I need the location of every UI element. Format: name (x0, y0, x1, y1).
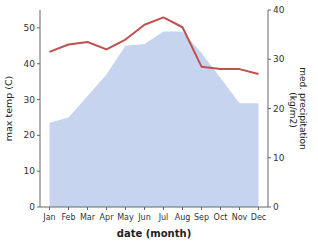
y2-tick-label: 20 (273, 104, 285, 114)
y-tick-label: 50 (24, 23, 36, 33)
y-axis-label: max temp (C) (3, 76, 14, 142)
y-tick (37, 171, 40, 172)
chart: 0 10 20 30 40 50 0 10 20 30 40 Jan Feb Mar AprMayJun Ju… (0, 0, 318, 247)
x-tick (163, 207, 164, 210)
x-tick-label: Oct (214, 213, 228, 222)
y-tick-label: 20 (24, 130, 36, 140)
y2-axis-label: med. precipitation (kg/m2) (288, 67, 308, 149)
x-tick-label: Apr (100, 213, 115, 222)
y2-tick-label: 0 (273, 202, 279, 212)
x-tick-label: Jan (42, 213, 55, 222)
x-tick-label: Jun (137, 213, 151, 222)
plot-area (50, 17, 259, 207)
line (50, 17, 259, 74)
x-tick-label: Jul (158, 213, 169, 222)
y-tick (37, 135, 40, 136)
y-tick (37, 207, 40, 208)
y-tick-label: 0 (29, 202, 35, 212)
x-tick (201, 207, 202, 210)
x-tick (87, 207, 88, 210)
x-tick (182, 207, 183, 210)
y2-tick-label: 10 (273, 153, 285, 163)
x-tick-label: Mar (80, 213, 96, 222)
x-axis-label: date (month) (117, 228, 191, 239)
x-tick (125, 207, 126, 210)
x-tick-label: Nov (232, 213, 248, 222)
x-tick (106, 207, 107, 210)
y2-tick (268, 207, 271, 208)
y-tick (37, 99, 40, 100)
x-tick (258, 207, 259, 210)
area (50, 31, 259, 207)
y2-tick-label: 30 (273, 54, 285, 64)
x-tick (239, 207, 240, 210)
y2-tick (268, 157, 271, 158)
y-tick-label: 30 (24, 95, 36, 105)
x-tick (144, 207, 145, 210)
x-tick (68, 207, 69, 210)
x-tick-label: Sep (194, 213, 209, 222)
y-tick (37, 27, 40, 28)
x-tick-label: Aug (175, 213, 191, 222)
x-tick-label: May (117, 213, 134, 222)
y-tick (37, 63, 40, 64)
x-axis-line (40, 207, 268, 208)
x-tick-label: Feb (61, 213, 75, 222)
y2-tick (268, 10, 271, 11)
x-tick-label: Dec (251, 213, 266, 222)
x-tick (49, 207, 50, 210)
y2-tick-label: 40 (273, 5, 285, 15)
y2-axis-label-line: (kg/m2) (288, 89, 298, 127)
y2-tick (268, 108, 271, 109)
y-axis-line (40, 10, 41, 207)
y2-tick (268, 59, 271, 60)
y-tick-label: 40 (24, 59, 36, 69)
y-tick-label: 10 (24, 166, 36, 176)
y2-axis-label-line: med. precipitation (298, 67, 308, 149)
x-tick (220, 207, 221, 210)
